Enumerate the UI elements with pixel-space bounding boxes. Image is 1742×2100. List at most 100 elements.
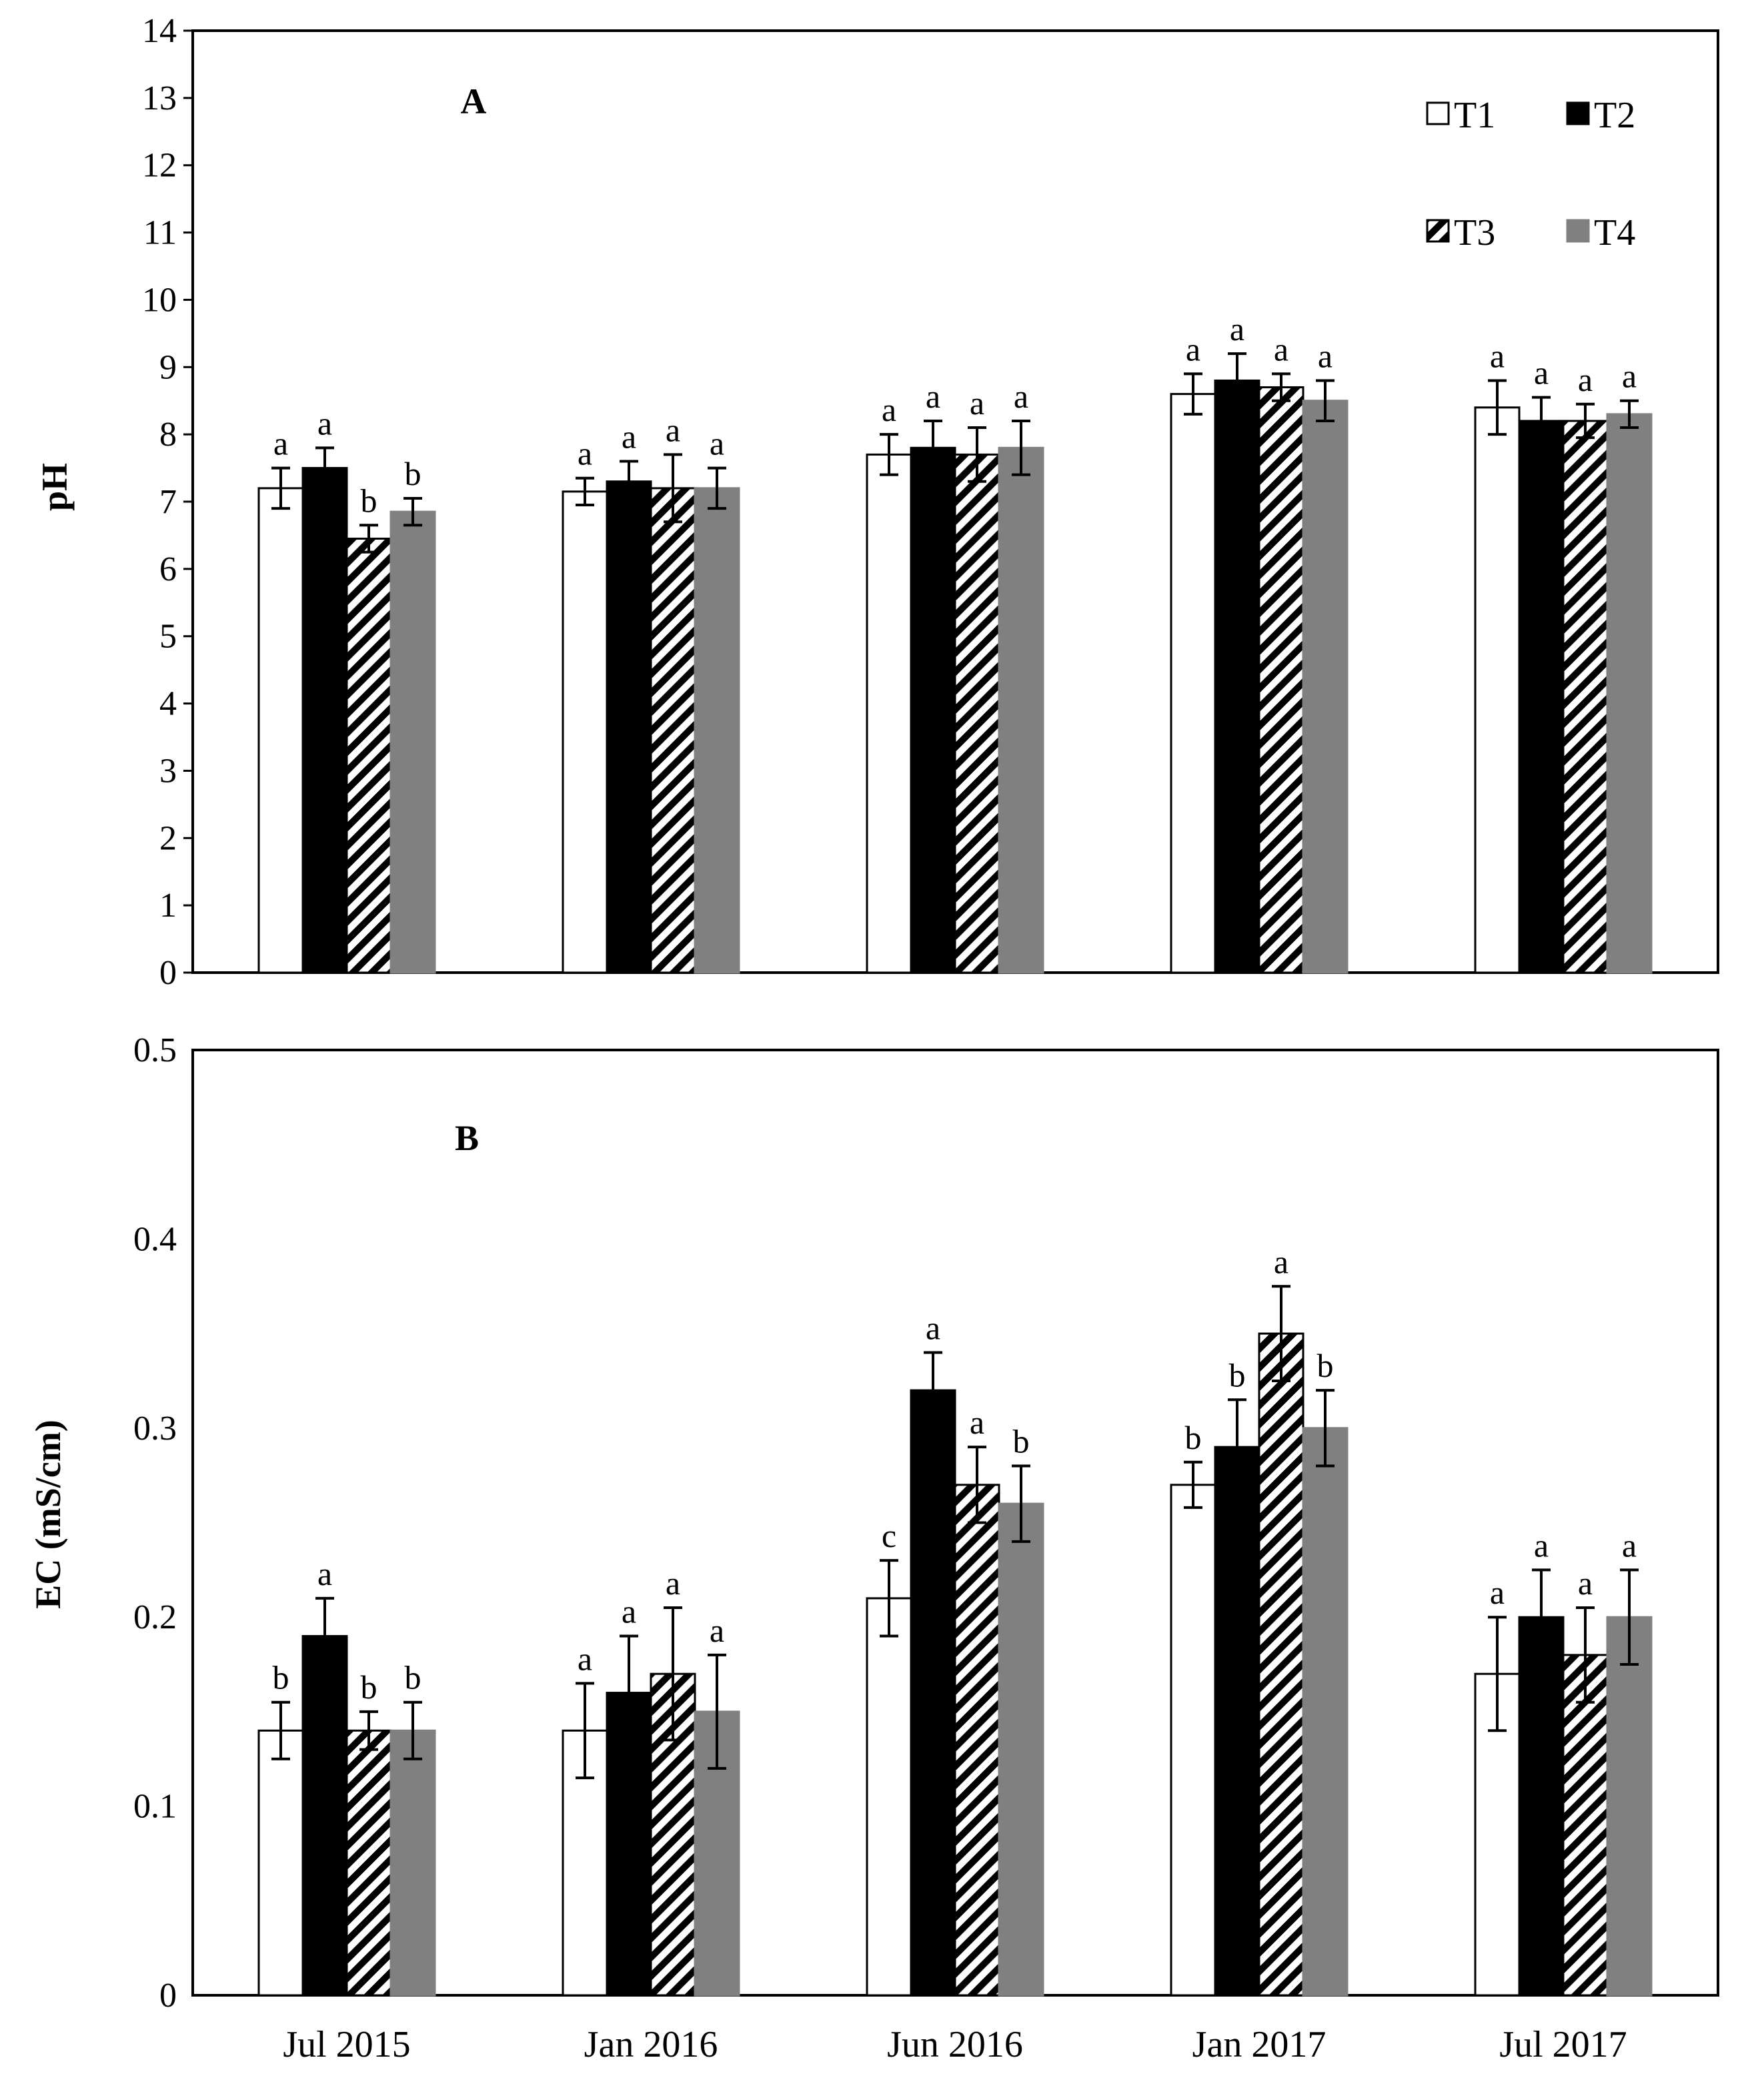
legend-item-t1: T1 (1426, 95, 1495, 136)
ec-bar-t4-jul-2015 (389, 1729, 436, 1997)
ec-x-label-jun-2016: Jun 2016 (887, 2024, 1023, 2065)
ph-bar-t2-jul-2015 (301, 467, 348, 974)
ec-bar-t2-jan-2016-letter: a (622, 1593, 636, 1630)
ph-bar-t2-jan-2016-letter: a (622, 418, 636, 455)
ec-y-tick-label-0: 0 (159, 1977, 177, 2015)
ph-y-tick-label-12: 12 (142, 147, 177, 185)
legend-item-t4: T4 (1566, 212, 1635, 253)
ec-bar-t2-jul-2015 (301, 1635, 348, 1997)
ph-bar-t4-jun-2016 (998, 446, 1044, 974)
ph-bar-t2-jan-2017 (1214, 379, 1260, 974)
ph-bar-t2-jul-2015-letter: a (317, 404, 332, 442)
ph-bar-t4-jan-2017-letter: a (1318, 337, 1333, 374)
ec-y-tick-label-0-4: 0.4 (133, 1220, 177, 1258)
ph-bar-t2-jun-2016-letter: a (926, 378, 940, 415)
ec-bar-t3-jun-2016-letter: a (970, 1404, 984, 1441)
ph-y-axis-label: pH (35, 463, 75, 511)
ph-y-tick-label-14: 14 (142, 12, 177, 50)
ph-bar-t2-jul-2017 (1518, 420, 1565, 974)
ph-bar-t1-jan-2017 (1170, 393, 1216, 974)
ec-bar-t2-jan-2017 (1214, 1446, 1260, 1997)
ph-bar-t4-jul-2015-letter: b (405, 455, 421, 492)
panel-b-label: B (455, 1118, 479, 1158)
ec-bar-t2-jun-2016-letter: a (926, 1309, 940, 1346)
ph-bar-t4-jan-2016-letter: a (710, 425, 724, 462)
ec-bar-t1-jan-2017 (1170, 1484, 1216, 1997)
legend-label-t4: T4 (1594, 212, 1635, 253)
legend-item-t2: T2 (1566, 95, 1635, 136)
panel-a-label: A (461, 81, 487, 121)
ec-bar-t1-jul-2017-letter: a (1490, 1574, 1505, 1611)
legend-label-t2: T2 (1594, 95, 1635, 136)
ec-bar-t2-jun-2016 (910, 1389, 956, 1997)
ec-bar-t3-jul-2015-letter: b (361, 1668, 377, 1706)
ph-y-tick-label-5: 5 (159, 618, 177, 656)
ec-bar-t4-jul-2015-letter: b (405, 1659, 421, 1696)
ph-bar-t3-jan-2016-letter: a (666, 411, 680, 448)
ph-bar-t3-jun-2016-letter: a (970, 384, 984, 422)
ph-bar-t3-jan-2017 (1258, 386, 1304, 974)
legend-swatch-t1 (1426, 101, 1450, 125)
ec-bar-t4-jan-2017 (1302, 1427, 1349, 1997)
ec-bar-t3-jul-2017 (1562, 1654, 1609, 1997)
ec-bar-t4-jun-2016-letter: b (1013, 1422, 1030, 1460)
ph-bar-t1-jul-2017 (1474, 406, 1521, 974)
ec-y-tick-label-0-3: 0.3 (133, 1410, 177, 1448)
legend-item-t3: T3 (1426, 212, 1495, 253)
ec-bar-t2-jul-2017-letter: a (1534, 1526, 1549, 1564)
ec-x-label-jan-2016: Jan 2016 (584, 2024, 718, 2065)
ph-bar-t1-jun-2016 (866, 453, 912, 974)
ph-y-tick-label-3: 3 (159, 752, 177, 790)
legend-swatch-t3 (1426, 219, 1450, 243)
ph-bar-t1-jul-2017-letter: a (1490, 337, 1505, 374)
ec-bar-t4-jun-2016 (998, 1502, 1044, 1997)
ph-bar-t3-jul-2015-letter: b (361, 482, 377, 519)
legend-label-t1: T1 (1454, 95, 1495, 136)
ec-bar-t1-jan-2016-letter: a (578, 1640, 592, 1677)
ph-bar-t3-jan-2017-letter: a (1274, 330, 1288, 368)
legend-swatch-t2 (1566, 101, 1590, 125)
ph-y-tick-label-7: 7 (159, 483, 177, 521)
ph-y-tick-label-10: 10 (142, 281, 177, 319)
ph-bar-t4-jan-2017 (1302, 400, 1349, 974)
ph-y-tick-label-9: 9 (159, 348, 177, 386)
ph-y-tick-label-8: 8 (159, 416, 177, 454)
ec-bar-t3-jan-2017 (1258, 1332, 1304, 1997)
ph-y-tick-label-0: 0 (159, 954, 177, 992)
ph-y-tick-label-11: 11 (143, 214, 177, 252)
ph-bar-t3-jun-2016 (954, 453, 1000, 974)
ec-bar-t3-jan-2016-letter: a (666, 1564, 680, 1602)
ec-bar-t3-jul-2017-letter: a (1578, 1564, 1593, 1602)
ec-x-label-jul-2017: Jul 2017 (1499, 2024, 1627, 2065)
ph-bar-t4-jan-2016 (694, 487, 740, 974)
ph-bar-t3-jul-2015 (345, 537, 392, 974)
ec-y-tick-label-0-5: 0.5 (133, 1031, 177, 1069)
ph-bar-t3-jul-2017-letter: a (1578, 361, 1593, 398)
ph-y-tick-label-13: 13 (142, 79, 177, 117)
ph-y-tick-label-4: 4 (159, 685, 177, 723)
ph-bar-t1-jan-2016 (562, 490, 608, 974)
ph-bar-t2-jun-2016 (910, 446, 956, 974)
ph-y-tick-label-2: 2 (159, 819, 177, 857)
ec-bar-t4-jan-2017-letter: b (1317, 1347, 1334, 1384)
ec-y-tick-label-0-2: 0.2 (133, 1598, 177, 1636)
ph-bar-t2-jan-2016 (606, 480, 652, 974)
ph-bar-t1-jun-2016-letter: a (882, 391, 896, 428)
ec-bar-t2-jul-2017 (1518, 1616, 1565, 1997)
ec-bar-t1-jul-2015 (257, 1729, 304, 1997)
ph-y-tick-label-6: 6 (159, 550, 177, 588)
ph-bar-t3-jan-2016 (650, 487, 696, 974)
ph-bar-t2-jan-2017-letter: a (1230, 310, 1244, 348)
ec-bar-t1-jun-2016-letter: c (882, 1517, 896, 1554)
ec-bar-t1-jun-2016 (866, 1597, 912, 1997)
ph-bar-t1-jul-2015-letter: a (273, 425, 288, 462)
ph-bar-t4-jul-2017-letter: a (1622, 358, 1637, 395)
legend-swatch-t4 (1566, 219, 1590, 243)
ph-bar-t4-jul-2017 (1606, 413, 1653, 974)
ec-bar-t3-jan-2017-letter: a (1274, 1243, 1288, 1280)
ph-bar-t1-jul-2015 (257, 487, 304, 974)
legend-label-t3: T3 (1454, 212, 1495, 253)
ec-bar-t3-jul-2015 (345, 1729, 392, 1997)
ph-bar-t4-jul-2015 (389, 510, 436, 974)
